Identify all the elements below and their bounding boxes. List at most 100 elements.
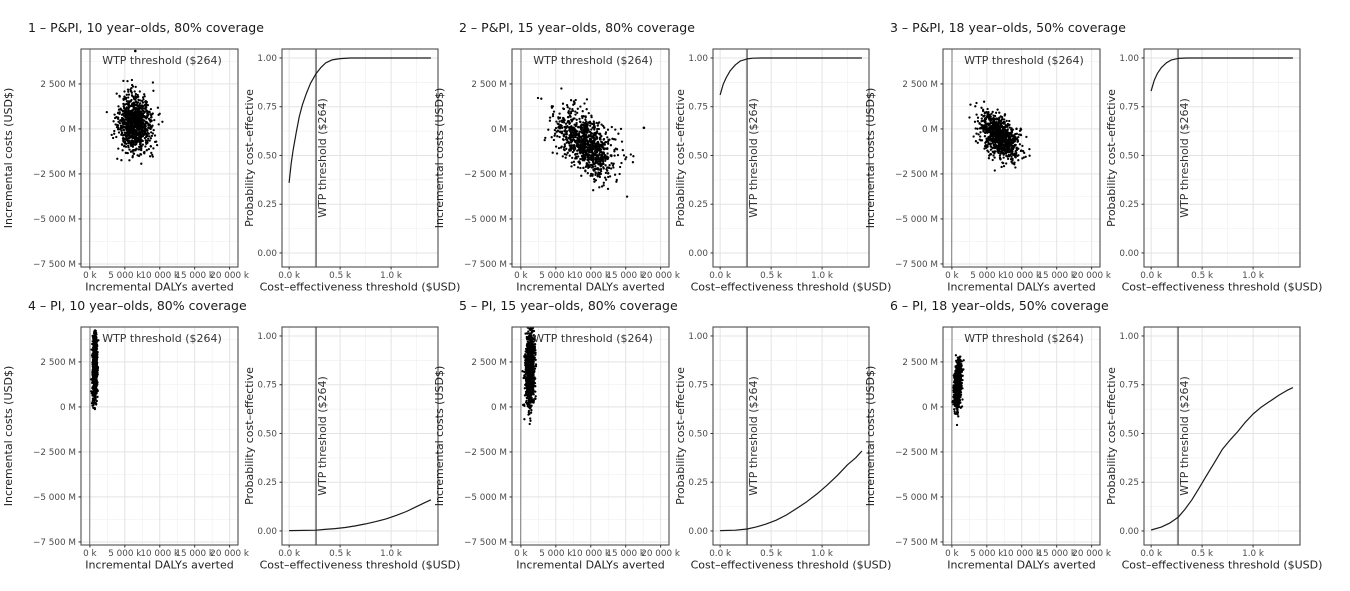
panel-1-ceac-plot: WTP threshold ($264) 0.0 k 0.5 k 1.0 k 0.00 0…	[243, 48, 461, 294]
wtp-threshold-vline-label: WTP threshold ($264)	[747, 98, 760, 218]
scatter-y-tick: −2 500 M	[464, 448, 507, 458]
ceac-x-axis-title: Cost–effectiveness threshold ($USD)	[260, 281, 461, 294]
ceac-y-tick: 1.00	[1119, 54, 1139, 64]
panel-2-ceac-border	[712, 48, 870, 268]
ceac-y-axis-title: Probability cost–effective	[1105, 367, 1118, 505]
ceac-y-tick: 0.00	[257, 249, 277, 259]
panel-3-title: 3 – P&PI, 18 year–olds, 50% coverage	[890, 20, 1126, 35]
scatter-x-tick: 0 k	[945, 271, 959, 281]
scatter-x-tick: 20 000 k	[641, 271, 681, 281]
scatter-y-tick: −2 500 M	[464, 170, 507, 180]
scatter-x-axis-title: Incremental DALYs averted	[947, 559, 1095, 572]
ceac-y-tick: 0.75	[1119, 381, 1139, 391]
scatter-y-tick: 0 M	[60, 125, 76, 135]
ceac-y-tick: 0.75	[688, 381, 708, 391]
scatter-y-tick: −2 500 M	[895, 448, 938, 458]
panel-6-title: 6 – PI, 18 year–olds, 50% coverage	[890, 298, 1109, 313]
scatter-x-tick: 10 000 k	[1002, 271, 1042, 281]
scatter-y-tick: 2 500 M	[902, 358, 938, 368]
wtp-threshold-vline-label: WTP threshold ($264)	[316, 376, 329, 496]
panel-4-scatter-plot: WTP threshold ($264) 0 k 5 000 k 10 000 k15…	[2, 326, 250, 572]
ceac-x-tick: 0.5 k	[1191, 271, 1214, 281]
scatter-x-axis-title: Incremental DALYs averted	[85, 281, 233, 294]
scatter-x-tick: 20 000 k	[1072, 271, 1112, 281]
scatter-x-tick: 10 000 k	[1002, 549, 1042, 559]
ceac-x-tick: 0.5 k	[760, 271, 783, 281]
scatter-x-axis-title: Incremental DALYs averted	[85, 559, 233, 572]
ceac-y-tick: 0.50	[688, 151, 708, 161]
wtp-threshold-vline-label: WTP threshold ($264)	[1178, 98, 1191, 218]
panel-5-title: 5 – PI, 15 year–olds, 80% coverage	[459, 298, 678, 313]
ceac-x-tick: 1.0 k	[380, 549, 403, 559]
scatter-x-tick: 0 k	[945, 549, 959, 559]
scatter-y-tick: 2 500 M	[40, 80, 76, 90]
scatter-y-tick: −7 500 M	[33, 538, 76, 548]
ceac-x-axis-title: Cost–effectiveness threshold ($USD)	[1122, 559, 1323, 572]
ceac-x-tick: 0.5 k	[760, 549, 783, 559]
ceac-x-tick: 1.0 k	[380, 271, 403, 281]
wtp-threshold-annotation: WTP threshold ($264)	[964, 332, 1084, 345]
ceac-y-tick: 0.00	[1119, 527, 1139, 537]
ceac-y-tick: 0.50	[688, 429, 708, 439]
scatter-x-tick: 15 000 k	[175, 271, 215, 281]
ceac-y-tick: 1.00	[257, 332, 277, 342]
scatter-y-tick: 2 500 M	[40, 358, 76, 368]
scatter-x-tick: 20 000 k	[210, 271, 250, 281]
ceac-y-tick: 0.25	[1119, 200, 1139, 210]
scatter-x-axis-title: Incremental DALYs averted	[516, 281, 664, 294]
scatter-y-axis-title: Incremental costs (USD$)	[433, 366, 446, 507]
scatter-y-tick: −5 000 M	[33, 215, 76, 225]
scatter-x-tick: 5 000 k	[108, 549, 142, 559]
scatter-x-tick: 10 000 k	[571, 271, 611, 281]
ceac-y-tick: 0.25	[688, 478, 708, 488]
scatter-x-tick: 10 000 k	[140, 271, 180, 281]
wtp-threshold-annotation: WTP threshold ($264)	[102, 54, 222, 67]
panel-6-ceac-border	[1143, 326, 1301, 546]
scatter-x-tick: 15 000 k	[1037, 271, 1077, 281]
scatter-x-tick: 15 000 k	[606, 271, 646, 281]
scatter-x-tick: 15 000 k	[1037, 549, 1077, 559]
scatter-y-tick: 0 M	[60, 403, 76, 413]
scatter-x-tick: 10 000 k	[140, 549, 180, 559]
ceac-x-axis-title: Cost–effectiveness threshold ($USD)	[260, 559, 461, 572]
panel-4-ceac-border	[281, 326, 439, 546]
ceac-y-axis-title: Probability cost–effective	[674, 367, 687, 505]
ceac-y-tick: 1.00	[688, 332, 708, 342]
panel-6-ceac-curve	[1150, 387, 1294, 531]
panel-2-scatter-plot: WTP threshold ($264) 0 k 5 000 k 10 000 k15…	[433, 48, 681, 294]
panel-5: 5 – PI, 15 year–olds, 80% coverage WTP th…	[433, 298, 892, 572]
ceac-y-tick: 0.25	[1119, 478, 1139, 488]
panel-2-ceac-curve	[719, 57, 862, 96]
ceac-x-tick: 1.0 k	[1242, 549, 1265, 559]
scatter-y-tick: −5 000 M	[464, 493, 507, 503]
scatter-x-tick: 15 000 k	[606, 549, 646, 559]
ceac-y-tick: 0.50	[257, 429, 277, 439]
ceac-y-axis-title: Probability cost–effective	[243, 89, 256, 227]
scatter-x-axis-title: Incremental DALYs averted	[516, 559, 664, 572]
wtp-threshold-annotation: WTP threshold ($264)	[964, 54, 1084, 67]
scatter-x-tick: 0 k	[83, 271, 97, 281]
panel-3-psa-points	[968, 100, 1031, 172]
scatter-y-tick: 0 M	[491, 403, 507, 413]
panel-5-ceac-plot: WTP threshold ($264) 0.0 k 0.5 k 1.0 k 0.00 0…	[674, 326, 892, 572]
ceac-y-tick: 1.00	[1119, 332, 1139, 342]
scatter-y-tick: −5 000 M	[895, 493, 938, 503]
scatter-y-axis-title: Incremental costs (USD$)	[433, 88, 446, 229]
ceac-x-tick: 0.0 k	[278, 271, 301, 281]
ceac-x-axis-title: Cost–effectiveness threshold ($USD)	[691, 559, 892, 572]
wtp-threshold-vline-label: WTP threshold ($264)	[1178, 376, 1191, 496]
ceac-y-tick: 0.00	[688, 527, 708, 537]
scatter-y-axis-title: Incremental costs (USD$)	[864, 366, 877, 507]
ceac-y-tick: 0.00	[688, 249, 708, 259]
scatter-y-tick: −5 000 M	[895, 215, 938, 225]
scatter-y-axis-title: Incremental costs (USD$)	[864, 88, 877, 229]
ceac-y-tick: 0.25	[257, 478, 277, 488]
ceac-x-axis-title: Cost–effectiveness threshold ($USD)	[1122, 281, 1323, 294]
scatter-x-tick: 0 k	[514, 549, 528, 559]
ceac-y-tick: 0.75	[257, 103, 277, 113]
panel-5-ceac-border	[712, 326, 870, 546]
ceac-x-tick: 0.0 k	[709, 549, 732, 559]
panel-5-scatter-plot: WTP threshold ($264) 0 k 5 000 k 10 000 k15…	[433, 326, 681, 572]
